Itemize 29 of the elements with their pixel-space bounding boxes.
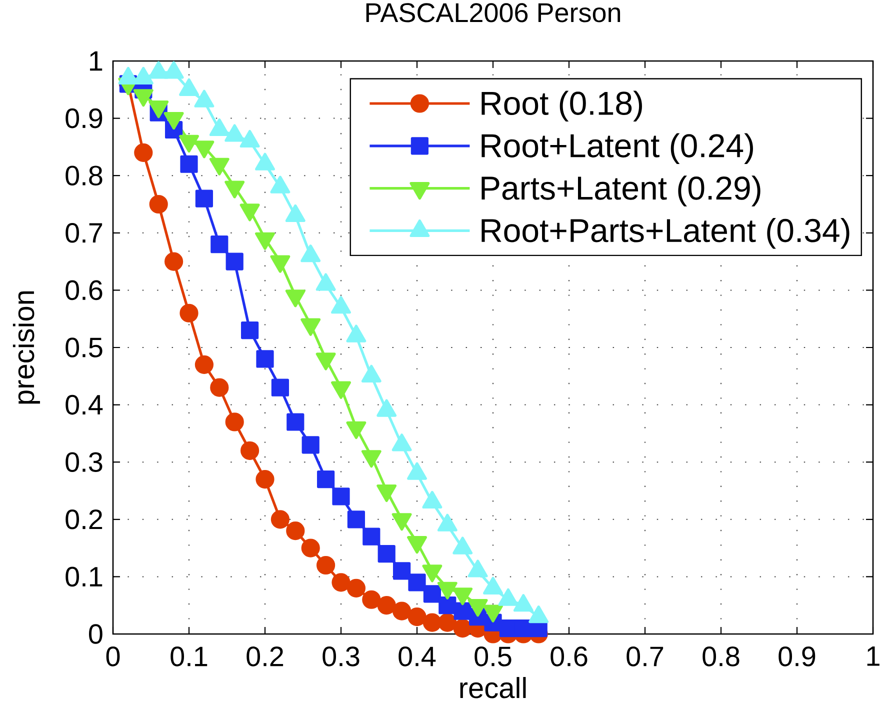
y-tick-label: 1 — [90, 51, 102, 71]
x-tick-label: 0 — [106, 646, 120, 666]
x-tick-label: 0.8 — [702, 646, 740, 666]
y-tick-label: 0.6 — [66, 280, 102, 300]
x-tick-label: 0.1 — [170, 646, 208, 666]
x-tick-label: 0.7 — [626, 646, 664, 666]
chart-title: PASCAL2006 Person — [366, 3, 620, 22]
x-tick-label: 0.6 — [550, 646, 588, 666]
y-tick-label: 0.3 — [66, 452, 102, 472]
x-tick-label: 0.5 — [474, 646, 512, 666]
y-axis-title: precision — [12, 291, 40, 404]
legend-label: Root (0.18) — [482, 90, 642, 122]
y-tick-label: 0.4 — [66, 394, 103, 415]
y-tick-label: 0.7 — [66, 222, 102, 243]
x-axis-title: recall — [460, 676, 526, 698]
legend-label: Parts+Latent (0.29) — [482, 176, 760, 206]
y-tick-label: 0.1 — [66, 566, 102, 587]
y-tick-label: 0.2 — [66, 509, 102, 530]
x-tick-label: 0.9 — [778, 646, 816, 666]
x-tick-label: 0.2 — [246, 646, 284, 666]
y-tick-label: 0.9 — [66, 108, 102, 128]
legend-label: Root+Parts+Latent (0.34) — [482, 218, 850, 249]
y-tick-label: 0 — [88, 624, 102, 644]
y-tick-label: 0.5 — [66, 338, 102, 358]
legend-label: Root+Latent (0.24) — [482, 133, 753, 164]
x-tick-label: 0.3 — [322, 646, 360, 666]
x-tick-label: 1 — [867, 646, 880, 666]
y-tick-label: 0.8 — [66, 166, 102, 186]
x-tick-label: 0.4 — [398, 646, 436, 666]
